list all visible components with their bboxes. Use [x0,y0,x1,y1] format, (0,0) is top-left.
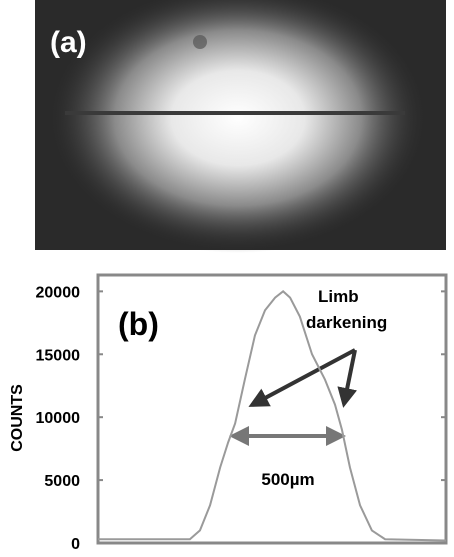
image-panel: (a) [35,0,446,253]
figure: (a) (b) COUNTS Limb darkening 500µm 0 500… [0,0,454,552]
page: {"image_panel": {"label": "(a)"}, "chart… [0,0,454,552]
y-tick-label: 5000 [44,473,80,490]
y-tick-label: 20000 [36,284,81,301]
image-spot [193,35,207,49]
panel-label: (a) [50,26,87,59]
panel-label: (b) [118,306,159,342]
arrow [344,350,355,404]
y-tick-label: 0 [71,536,80,552]
annotation: darkening [306,313,387,332]
y-axis-label: COUNTS [9,384,26,452]
plot: (b) COUNTS Limb darkening 500µm 0 5000 100… [9,275,446,552]
y-tick-label: 15000 [36,347,81,364]
y-tick-label: 10000 [36,410,81,427]
arrow [252,350,355,405]
scale-label: 500µm [261,470,314,489]
annotation: Limb [318,287,359,306]
